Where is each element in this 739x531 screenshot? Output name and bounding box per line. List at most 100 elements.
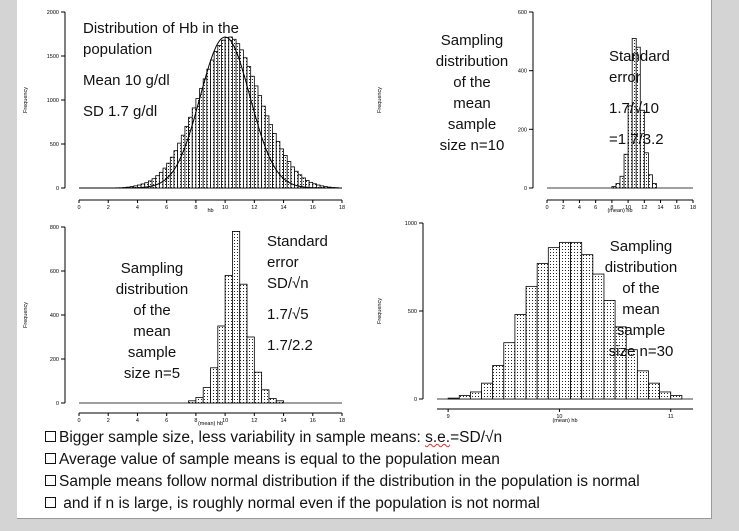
histogram-bar <box>155 175 160 189</box>
x-tick-label: 10 <box>222 418 228 424</box>
histogram-bar <box>275 400 284 404</box>
y-tick-label: 600 <box>518 10 527 16</box>
chart3-caption-line: distribution <box>115 281 189 298</box>
histogram-bar <box>272 133 277 189</box>
chart3-caption-line: Sampling <box>120 260 184 277</box>
histogram-bar <box>188 400 197 404</box>
bullet-item: Average value of sample means is equal t… <box>45 449 640 471</box>
chart2-caption-line: mean <box>453 95 491 112</box>
se-label: Standard <box>267 233 328 250</box>
x-tick-label: 16 <box>310 205 316 211</box>
x-tick-label: 8 <box>610 205 613 211</box>
bullet-item: Sample means follow normal distribution … <box>45 471 640 493</box>
histogram-bar <box>636 370 649 400</box>
x-tick-label: 11 <box>668 414 674 420</box>
x-tick-label: 14 <box>657 205 663 211</box>
y-tick-label: 0 <box>524 186 527 192</box>
histogram-bar <box>458 395 471 400</box>
x-tick-label: 18 <box>339 418 345 424</box>
histogram-bar <box>151 178 157 189</box>
y-tick-label: 200 <box>50 357 59 363</box>
histogram-bar <box>275 141 281 189</box>
chart4-caption-line: mean <box>622 301 660 318</box>
histogram-bar <box>177 142 182 189</box>
histogram-bar <box>619 175 625 189</box>
y-tick-label: 1500 <box>47 54 59 60</box>
chart1-annotation: Distribution of Hb in the population Mea… <box>83 18 283 122</box>
chart4-caption-line: sample <box>616 322 666 339</box>
y-tick-label: 400 <box>518 69 527 75</box>
chart2-caption: Sampling distribution of the mean sample… <box>419 30 525 156</box>
chart2-caption-line: size n=10 <box>439 137 505 154</box>
x-tick-label: 9 <box>447 414 450 420</box>
x-tick-label: 4 <box>578 205 581 211</box>
y-axis-label: Frequency <box>23 302 29 328</box>
x-tick-label: 6 <box>165 418 168 424</box>
histogram-bar <box>286 161 292 189</box>
histogram-bar <box>217 325 226 404</box>
chart4-caption: Sampling distribution of the mean sample… <box>595 236 687 362</box>
histogram-bar <box>246 336 255 404</box>
chart4-caption-line: of the <box>622 280 660 297</box>
chart4-caption-line: size n=30 <box>608 343 674 360</box>
y-tick-label: 400 <box>50 313 59 319</box>
x-tick-label: 2 <box>107 418 110 424</box>
x-tick-label: 0 <box>77 205 80 211</box>
chart3-caption-line: sample <box>127 344 177 361</box>
y-tick-label: 2000 <box>47 10 59 16</box>
histogram-bar <box>232 230 241 404</box>
histogram-bar <box>195 397 204 404</box>
x-tick-label: 16 <box>310 418 316 424</box>
chart3-caption-line: mean <box>133 323 171 340</box>
y-tick-label: 1000 <box>405 221 417 227</box>
chart2-caption-line: distribution <box>435 53 509 70</box>
x-tick-label: 12 <box>251 205 257 211</box>
chart4-caption-line: Sampling <box>609 238 673 255</box>
checkbox-bullet-icon <box>45 475 56 486</box>
x-tick-label: 6 <box>594 205 597 211</box>
histogram-bar <box>481 382 494 400</box>
histogram-bar <box>492 365 505 400</box>
histogram-bar <box>202 387 211 404</box>
y-tick-label: 500 <box>408 309 417 315</box>
checkbox-bullet-icon <box>45 453 56 464</box>
y-tick-label: 200 <box>518 127 527 133</box>
x-axis-label: hb <box>207 208 213 214</box>
bullet-text: Average value of sample means is equal t… <box>59 451 500 468</box>
histogram-bar <box>615 183 621 189</box>
bullet-text-se: s.e. <box>425 429 451 446</box>
se-label: error <box>609 69 641 86</box>
histogram-bar <box>514 314 527 400</box>
histogram-bar <box>525 285 538 400</box>
x-tick-label: 0 <box>545 205 548 211</box>
slide: 0 500 1000 1500 2000 Frequency 0 2 4 6 8 10 12 14 16 18… <box>17 0 712 519</box>
histogram-bar <box>581 254 594 400</box>
bullet-text: Bigger sample size, less variability in … <box>59 429 426 446</box>
histogram-bar <box>162 167 168 189</box>
chart3-caption: Sampling distribution of the mean sample… <box>109 258 195 384</box>
x-tick-label: 10 <box>625 205 631 211</box>
histogram-bar <box>261 389 270 404</box>
histogram-bar <box>611 186 617 189</box>
x-tick-label: 14 <box>280 418 286 424</box>
chart2-caption-line: sample <box>447 116 497 133</box>
x-tick-label: 8 <box>194 205 197 211</box>
se-formula: 1.7/√5 <box>267 306 309 323</box>
chart2-caption-line: of the <box>453 74 491 91</box>
x-axis-label: (mean) hb <box>607 208 632 214</box>
se-formula: =1.7/3.2 <box>609 131 664 148</box>
histogram-bar <box>158 171 164 189</box>
checkbox-bullet-icon <box>45 431 56 442</box>
histogram-bar <box>224 275 233 404</box>
x-tick-label: 18 <box>339 205 345 211</box>
y-tick-label: 0 <box>56 401 59 407</box>
histogram-bar <box>210 367 219 404</box>
y-tick-label: 0 <box>414 397 417 403</box>
x-tick-label: 12 <box>641 205 647 211</box>
histogram-bar <box>652 183 657 189</box>
histogram-bar <box>184 126 189 189</box>
chart-sample-means-n10: 0 200 400 600 Frequency 0 2 4 6 8 10 12 14 16 18 (mean)… <box>377 10 696 214</box>
bullet-text: and if n is large, is roughly normal eve… <box>59 495 540 512</box>
bullet-item: and if n is large, is roughly normal eve… <box>45 493 640 515</box>
chart1-title-line2: population <box>83 41 153 58</box>
